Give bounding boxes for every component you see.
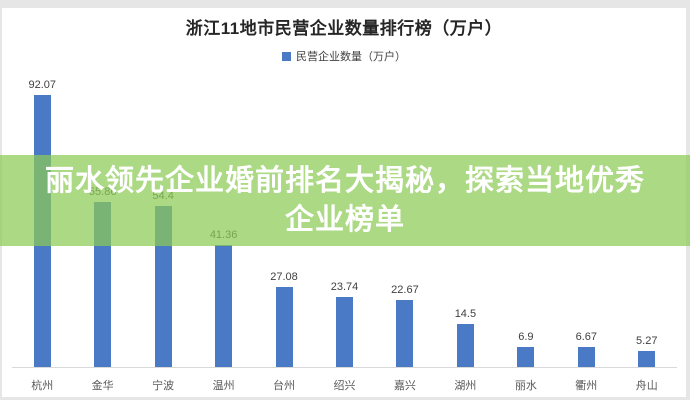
x-axis-labels: 杭州 金华 宁波 温州 台州 绍兴 嘉兴 湖州 丽水 衢州 舟山 (12, 377, 677, 393)
x-axis-label: 舟山 (635, 380, 658, 392)
bar (517, 347, 535, 367)
x-axis-label: 衢州 (575, 380, 598, 392)
banner-text-line1: 丽水领先企业婚前排名大揭秘，探索当地优秀 (44, 164, 645, 197)
bar-value-label: 92.07 (28, 79, 56, 91)
bar-slot: 6.9 (496, 68, 556, 367)
bar-value-label: 14.5 (454, 308, 477, 320)
bar-value-label: 23.74 (330, 281, 359, 293)
x-axis-label: 温州 (212, 380, 235, 392)
bar-value-label: 27.08 (270, 271, 298, 283)
banner-text-line2: 企业榜单 (284, 203, 405, 236)
bar-slot: 5.27 (617, 68, 677, 367)
bar-slot: 6.67 (556, 68, 616, 367)
x-axis-label: 金华 (91, 380, 114, 392)
x-axis-label: 嘉兴 (393, 380, 416, 392)
x-axis-label: 绍兴 (333, 380, 356, 392)
bar-slot: 22.67 (375, 68, 435, 367)
x-axis-label: 杭州 (31, 380, 54, 392)
bar (577, 347, 595, 367)
legend: 民营企业数量（万户） (2, 48, 686, 64)
bar (638, 351, 656, 367)
bar (275, 287, 293, 367)
bar (335, 297, 353, 367)
bar-value-label: 5.27 (636, 335, 658, 347)
bar (154, 206, 172, 367)
x-axis-label: 丽水 (514, 380, 537, 392)
bar-value-label: 6.9 (518, 331, 534, 343)
bar-value-label: 6.67 (575, 331, 598, 343)
chart-title: 浙江11地市民营企业数量排行榜（万户） (185, 19, 503, 38)
bar (396, 300, 414, 367)
banner-overlay: 丽水领先企业婚前排名大揭秘，探索当地优秀 企业榜单 (0, 155, 690, 246)
bar-slot: 23.74 (314, 68, 374, 367)
x-axis-label: 台州 (273, 380, 296, 392)
legend-label: 民营企业数量（万户） (296, 51, 406, 63)
legend-square-icon (282, 51, 291, 61)
bar-slot: 27.08 (254, 68, 314, 367)
bar-slot: 14.5 (435, 68, 495, 367)
bar-value-label: 22.67 (391, 284, 419, 296)
x-axis-label: 湖州 (454, 380, 477, 392)
x-axis-label: 宁波 (152, 380, 175, 392)
bar (456, 324, 474, 367)
bar (215, 245, 233, 367)
